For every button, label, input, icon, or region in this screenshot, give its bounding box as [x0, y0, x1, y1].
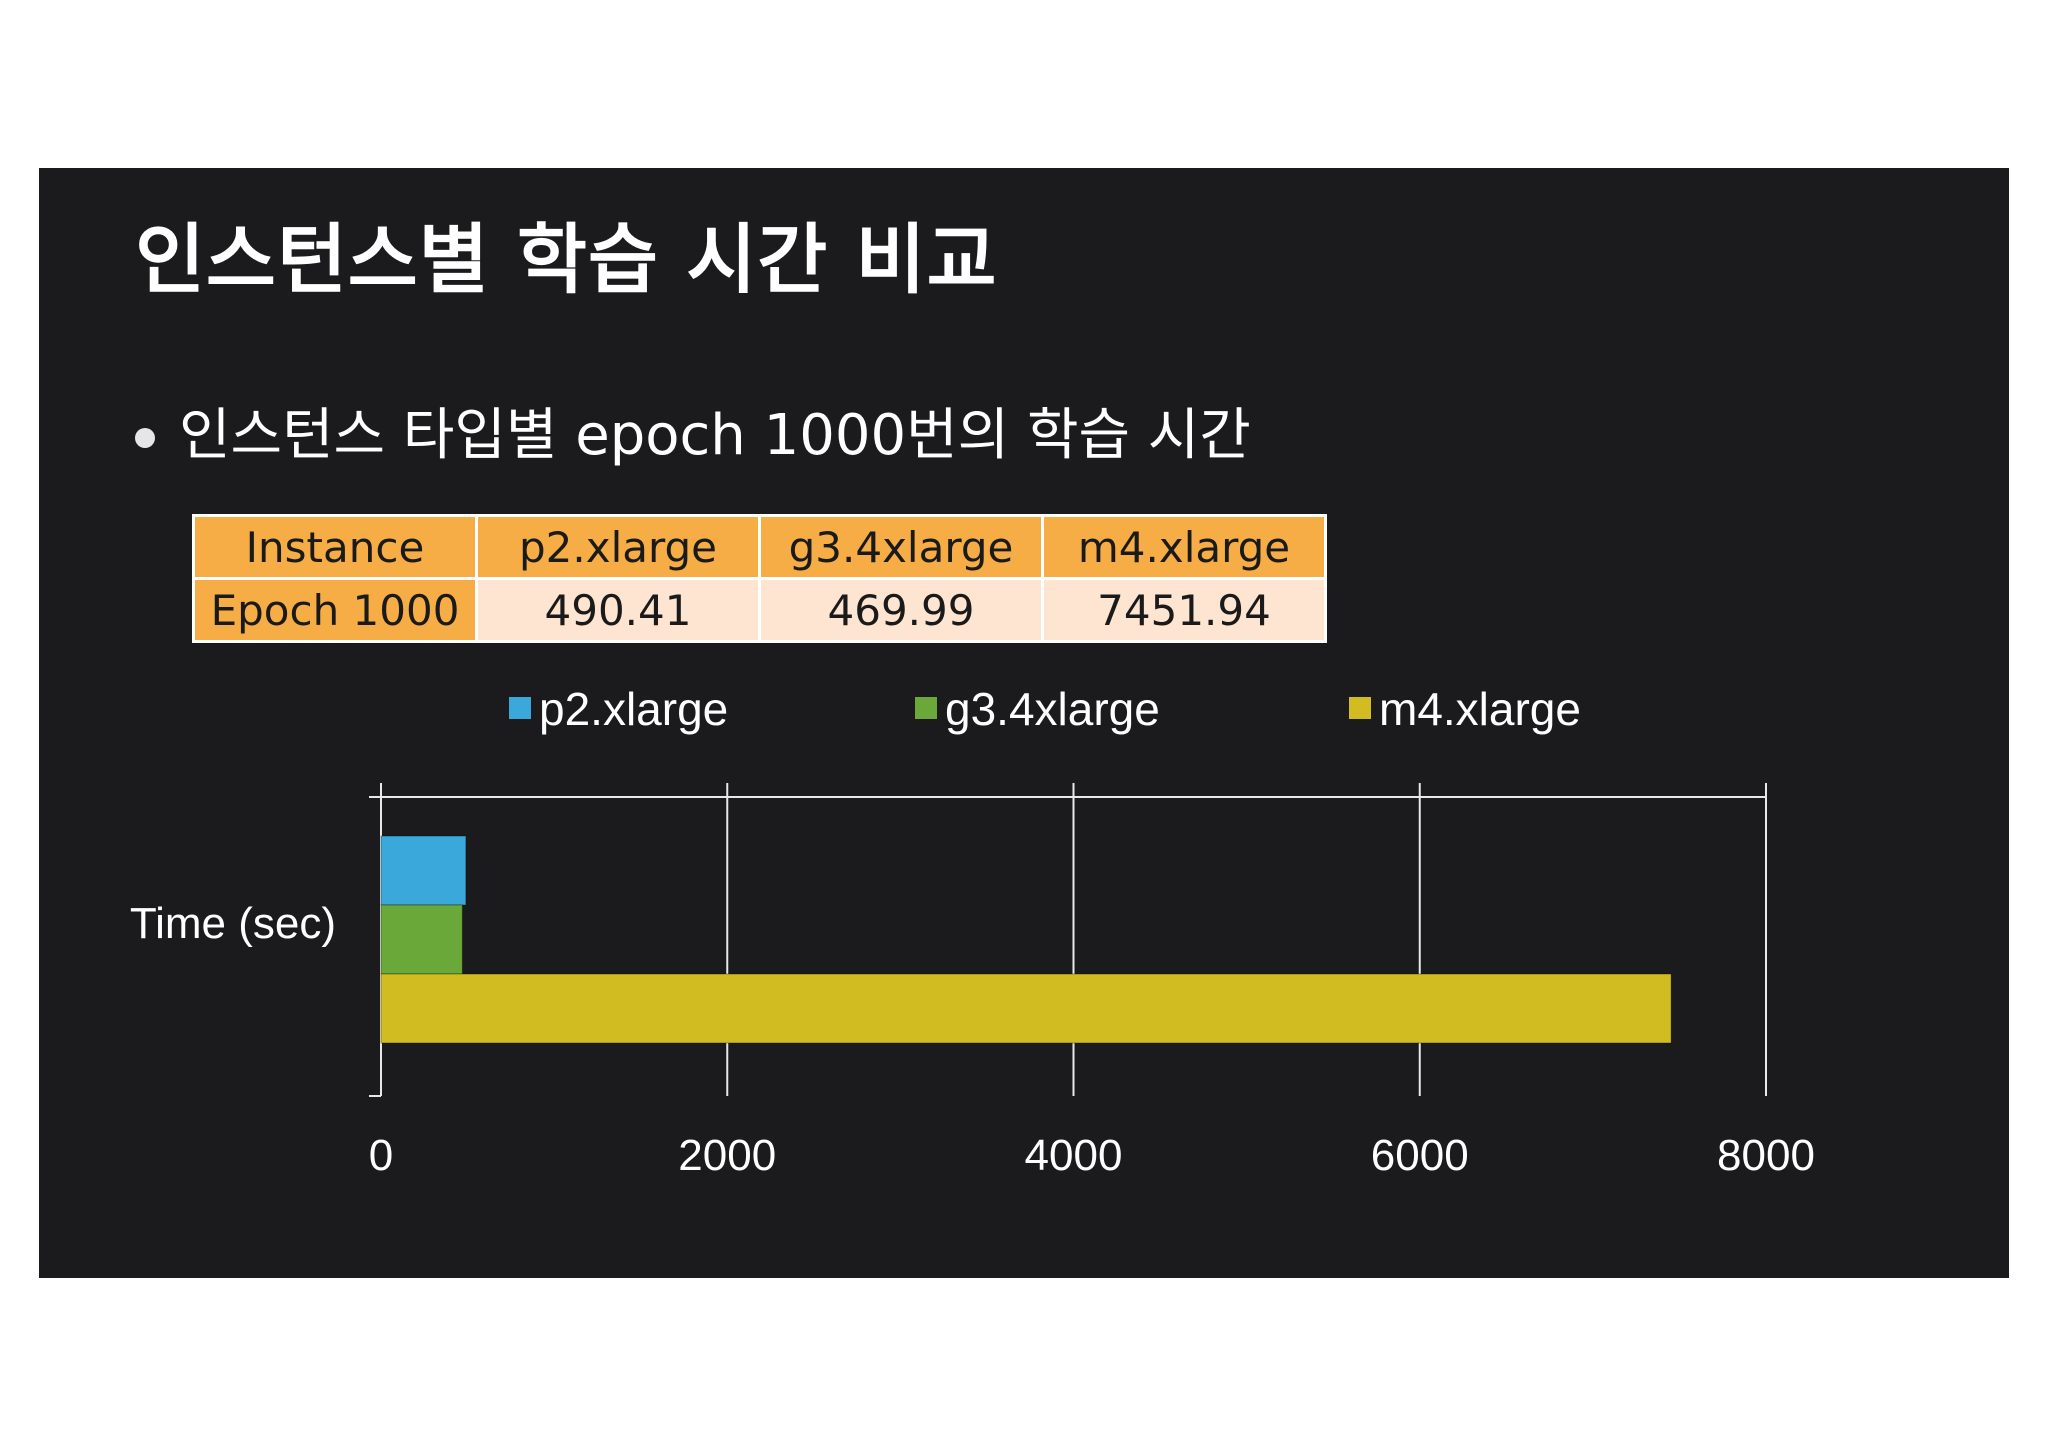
legend-label: p2.xlarge: [539, 683, 728, 735]
table-row: Epoch 1000 490.41 469.99 7451.94: [192, 577, 1327, 643]
table-row-label: Epoch 1000: [192, 577, 478, 643]
bars: [380, 835, 1672, 1044]
tick-labels: 0 2000 4000 6000 8000: [369, 1131, 1815, 1180]
timing-table: Instance p2.xlarge g3.4xlarge m4.xlarge …: [192, 514, 1327, 643]
table-cell: 490.41: [475, 577, 761, 643]
table-header-cell: Instance: [192, 514, 478, 580]
table-header-row: Instance p2.xlarge g3.4xlarge m4.xlarge: [192, 514, 1327, 580]
x-tick-label: 0: [369, 1131, 393, 1180]
table-cell: 7451.94: [1041, 577, 1327, 643]
x-tick-label: 8000: [1717, 1131, 1815, 1180]
x-tick-label: 2000: [678, 1131, 776, 1180]
grid-lines: [369, 783, 1767, 1097]
legend: p2.xlarge g3.4xlarge m4.xlarge: [509, 683, 1581, 735]
category-label: Time (sec): [130, 899, 336, 948]
legend-swatch: [915, 697, 937, 719]
slide-title: 인스턴스별 학습 시간 비교: [135, 215, 998, 304]
table-cell: 469.99: [758, 577, 1044, 643]
table-header-cell: g3.4xlarge: [758, 514, 1044, 580]
legend-swatch: [1349, 697, 1371, 719]
bullet-text: 인스턴스 타입별 epoch 1000번의 학습 시간: [179, 403, 1251, 468]
table-header-cell: p2.xlarge: [475, 514, 761, 580]
bar-chart: 0 2000 4000 6000 8000 p2.xlarge g3.4xlarge m4.…: [130, 683, 1815, 1180]
legend-label: g3.4xlarge: [945, 683, 1160, 735]
bar-m4.xlarge: [380, 973, 1672, 1044]
slide: 인스턴스별 학습 시간 비교 인스턴스 타입별 epoch 1000번의 학습 …: [39, 168, 2009, 1278]
bullet-icon: [135, 428, 155, 448]
table-header-cell: m4.xlarge: [1041, 514, 1327, 580]
bar-g3.4xlarge: [380, 904, 463, 975]
x-tick-label: 4000: [1025, 1131, 1123, 1180]
legend-label: m4.xlarge: [1379, 683, 1581, 735]
legend-swatch: [509, 697, 531, 719]
x-tick-label: 6000: [1371, 1131, 1469, 1180]
bar-p2.xlarge: [380, 835, 467, 906]
